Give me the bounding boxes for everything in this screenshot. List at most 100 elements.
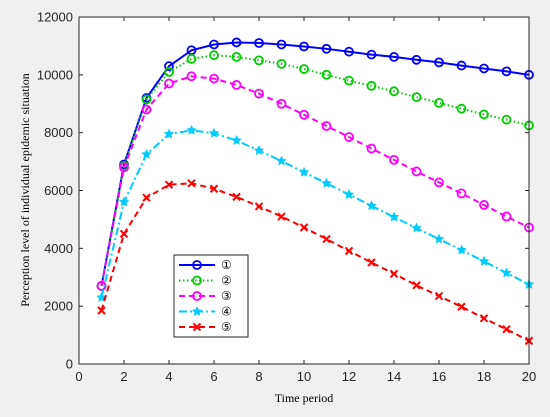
data-point (119, 229, 129, 239)
legend-label: ③ (221, 289, 232, 303)
data-point (389, 269, 399, 278)
data-point (231, 80, 242, 90)
x-tick-label: 0 (75, 369, 82, 384)
data-point (502, 325, 511, 334)
data-point (478, 255, 490, 266)
data-point (186, 54, 197, 64)
legend-marker (192, 275, 202, 286)
data-point (411, 166, 422, 177)
data-point (321, 43, 332, 54)
data-point (321, 69, 332, 80)
data-point (299, 109, 309, 120)
data-point (321, 177, 332, 188)
data-point (276, 155, 287, 166)
x-tick-label: 4 (165, 369, 172, 384)
data-point (276, 39, 287, 50)
data-point (254, 202, 264, 211)
y-tick-label: 8000 (44, 125, 73, 140)
data-point (253, 145, 265, 155)
legend-item: ② (179, 274, 232, 288)
data-point (208, 127, 220, 138)
legend-marker (192, 322, 202, 332)
data-point (434, 291, 444, 301)
data-point (344, 132, 354, 142)
data-point (479, 200, 489, 210)
series-layer (96, 37, 535, 346)
data-point (479, 109, 489, 120)
data-point (456, 188, 467, 199)
x-tick-label: 12 (342, 369, 356, 384)
series-5 (97, 179, 534, 346)
data-point (96, 281, 107, 291)
data-point (366, 143, 377, 154)
plot-frame (78, 16, 530, 365)
data-point (254, 38, 264, 48)
x-tick-label: 16 (432, 369, 446, 384)
legend-item: ⑤ (179, 320, 232, 334)
legend-marker (191, 306, 203, 316)
axis-ticks: 0 2 4 6 8 10 12 14 16 18 20 0 2000 4000 6000 8000 10000 1… (37, 10, 536, 385)
data-point (231, 52, 242, 62)
data-point (164, 67, 174, 77)
data-point (366, 200, 377, 211)
data-point (209, 184, 219, 193)
data-point (209, 39, 219, 50)
data-point (209, 73, 219, 84)
x-tick-label: 6 (210, 369, 217, 384)
data-point (367, 258, 376, 267)
legend-marker (192, 260, 202, 270)
data-point (434, 97, 444, 108)
data-point (254, 55, 264, 66)
data-point (298, 166, 310, 177)
data-point (186, 71, 197, 82)
legend-label: ① (221, 258, 232, 272)
x-tick-label: 10 (297, 369, 311, 384)
data-point (232, 192, 241, 202)
data-point (141, 104, 152, 115)
data-point (299, 223, 309, 232)
legend-item: ① (179, 258, 232, 272)
x-tick-label: 18 (477, 369, 491, 384)
data-point (209, 50, 219, 61)
data-point (433, 233, 445, 244)
series-line (100, 182, 530, 342)
data-point (479, 63, 489, 74)
data-point (141, 94, 152, 105)
legend-marker (192, 291, 202, 301)
data-point (97, 306, 106, 315)
y-axis-label: Perception level of individual epidemic … (18, 73, 32, 307)
data-point (141, 148, 152, 159)
legend-label: ② (221, 274, 232, 288)
data-point (434, 57, 444, 68)
plot-area (79, 17, 529, 364)
x-tick-label: 8 (255, 369, 262, 384)
y-tick-label: 4000 (44, 241, 73, 256)
data-point (164, 78, 174, 89)
data-point (389, 52, 399, 62)
data-point (388, 211, 400, 222)
data-point (366, 49, 377, 60)
data-point (343, 189, 355, 199)
data-point (321, 121, 332, 131)
data-point (277, 212, 286, 221)
x-tick-label: 14 (387, 369, 401, 384)
data-point (299, 64, 309, 74)
data-point (119, 162, 129, 173)
data-point (299, 41, 309, 52)
y-tick-label: 12000 (37, 10, 73, 25)
data-point (456, 244, 467, 255)
data-point (231, 37, 242, 48)
data-point (186, 124, 197, 135)
data-point (322, 234, 331, 244)
data-point (163, 128, 175, 139)
data-point (118, 196, 130, 207)
y-tick-label: 10000 (37, 67, 73, 82)
data-point (344, 75, 354, 86)
data-point (501, 211, 512, 222)
data-point (164, 180, 174, 189)
x-tick-label: 2 (120, 369, 127, 384)
series-4 (96, 124, 535, 302)
legend-item: ③ (179, 289, 232, 303)
legend: ① ②③ ④⑤ (173, 254, 249, 338)
